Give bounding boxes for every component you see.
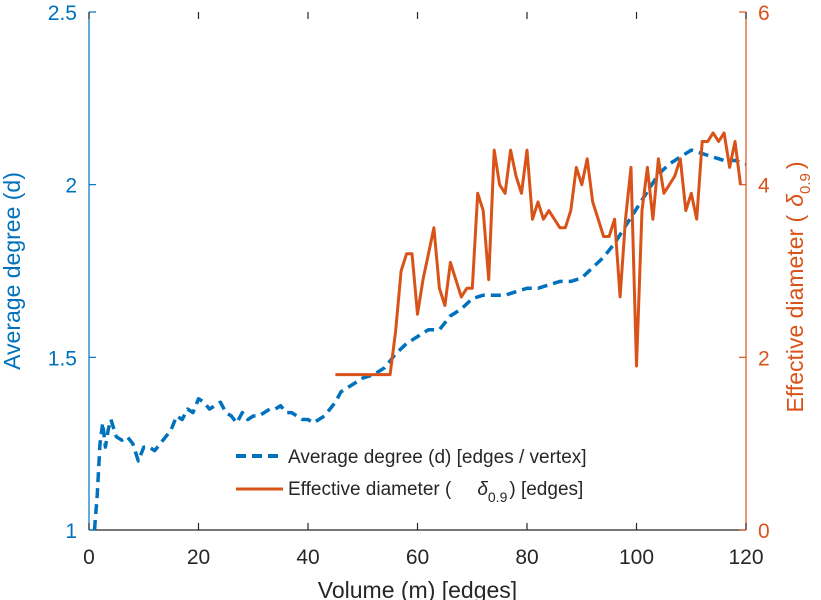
legend-label-effective-diameter-symbol: δ: [477, 479, 488, 500]
plot-area: 0 20 40 60 80 100 120 1 1.5 2 2.5 0 2 4 6: [48, 2, 770, 569]
right-y-axis-label-symbol: δ: [782, 194, 808, 207]
right-y-axis-label: Effective diameter ( δ0.9): [782, 161, 814, 412]
right-y-tick-label: 0: [758, 520, 770, 543]
x-axis-label: Volume (m) [edges]: [318, 577, 517, 600]
legend: Average degree (d) [edges / vertex] Effe…: [236, 447, 587, 505]
legend-label-effective-diameter: Effective diameter ( δ0.9) [edges]: [288, 479, 583, 505]
x-tick-label: 40: [296, 546, 319, 569]
right-y-tick-label: 4: [758, 175, 770, 198]
series-line-average-degree: [92, 148, 747, 531]
axes-layer: 0 20 40 60 80 100 120 1 1.5 2 2.5 0 2 4 6: [48, 2, 770, 569]
x-tick-label: 0: [83, 546, 95, 569]
legend-label-average-degree: Average degree (d) [edges / vertex]: [288, 447, 587, 468]
x-tick-label: 100: [619, 546, 654, 569]
legend-label-effective-diameter-prefix: Effective diameter (: [288, 479, 452, 500]
right-y-axis-label-subscript: 0.9: [797, 173, 814, 194]
series-line-effective-diameter: [335, 131, 742, 377]
left-y-tick-label: 2.5: [48, 2, 77, 25]
x-tick-label: 60: [406, 546, 429, 569]
left-y-tick-label: 1.5: [48, 347, 77, 370]
right-y-axis-label-suffix: ): [782, 161, 808, 169]
x-tick-label: 120: [728, 546, 763, 569]
series-layer: [92, 131, 747, 531]
right-y-axis-label-prefix: Effective diameter (: [782, 214, 808, 412]
legend-label-effective-diameter-subscript: 0.9: [488, 489, 508, 505]
x-tick-label: 80: [515, 546, 538, 569]
left-y-tick-label: 1: [65, 520, 77, 543]
right-y-tick-label: 2: [758, 347, 770, 370]
left-y-tick-label: 2: [65, 175, 77, 198]
right-y-tick-label: 6: [758, 2, 770, 25]
left-y-axis-label: Average degree (d): [0, 172, 25, 370]
legend-label-effective-diameter-suffix: ) [edges]: [509, 479, 583, 500]
x-tick-label: 20: [187, 546, 210, 569]
